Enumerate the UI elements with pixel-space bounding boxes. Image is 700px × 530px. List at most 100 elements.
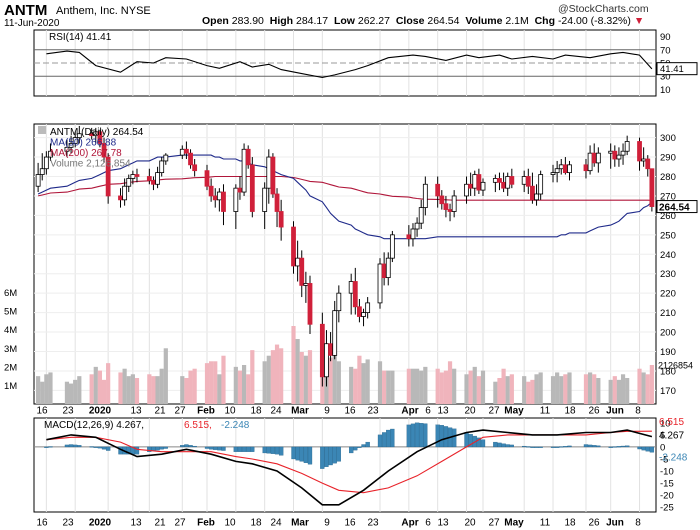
volume-bar [530,379,535,404]
volume-bar [307,350,313,404]
volume-bar [509,374,514,404]
x-tick-label: 10 [224,406,236,417]
volume-bar [526,381,531,404]
x-tick-label: 2020 [89,406,112,417]
volume-bar [303,355,308,404]
macd-tick-label: -10 [660,467,674,478]
macd-histogram-bar [246,446,251,452]
candle-body [204,170,210,187]
price-legend-item: Volume 2,126,854 [50,159,131,170]
candle-body [179,148,185,156]
macd-histogram-bar [295,446,300,461]
candle-body [492,178,498,183]
volume-bar [522,376,527,404]
macd-histogram-bar [381,432,387,448]
candle-body [377,263,383,304]
candle-body [414,222,420,230]
rsi-legend: RSI(14) 41.41 [49,32,112,43]
x-tick-label: 26 [588,518,600,529]
macd-histogram-bar [509,444,514,448]
volume-bar [213,361,218,404]
volume-bar [480,370,486,404]
open-label: Open [202,15,229,27]
macd-histogram-bar [365,441,370,448]
x-tick-label: 8 [635,518,641,529]
volume-bar [36,376,41,404]
volume-bar [270,350,276,404]
candle-body [352,281,358,308]
candle-body [476,174,482,191]
candle-body [620,150,626,156]
candle-body [530,185,535,201]
macd-signal-line [46,430,652,494]
x-tick-label: Feb [197,406,215,417]
macd-histogram-bar [188,445,193,448]
candle-body [558,164,564,170]
candle-body [389,234,395,259]
candle-body [155,172,160,185]
x-tick-label: 27 [488,406,500,417]
macd-histogram-bar [328,446,333,466]
volume-bar [447,361,453,404]
x-tick-label: 26 [588,406,600,417]
volume-tick-label: 1M [4,381,17,392]
volume-bar [645,374,650,404]
candle-body [319,323,325,378]
price-tick-label: 280 [660,172,676,183]
macd-histogram-bar [93,446,98,448]
volume-bar [637,368,642,404]
candle-body [336,292,342,312]
volume-label: Volume [465,15,503,27]
ma200-line [37,175,652,201]
volume-bar [472,366,477,404]
x-tick-label: 18 [564,406,576,417]
price-last-box [656,200,698,214]
macd-histogram-bar [159,446,164,450]
open-value: 283.90 [231,15,264,27]
macd-tick-label: 5 [660,430,665,441]
x-tick-label: 13 [437,518,449,529]
candle-body [35,174,41,187]
candle-body [68,143,74,148]
candle-body [299,257,305,286]
candle-body [521,176,527,185]
volume-bar [567,372,572,404]
macd-histogram-bar [620,445,626,448]
volume-bar [295,339,300,404]
volume-bar [555,372,560,404]
close-label: Close [395,15,425,27]
candle-body [39,168,45,175]
price-tick-label: 230 [660,269,676,280]
macd-histogram-bar [522,445,527,448]
volume-bar [493,381,498,404]
stockcharts-credit: @StockCharts.com [558,3,649,15]
candle-body [509,176,515,185]
candle-body [105,156,111,197]
macd-histogram-bar [386,429,391,448]
rsi-line [46,50,653,79]
candle-body [562,164,568,174]
candle-body [443,203,449,210]
chg-value: -24.00 (-8.32%) [557,15,631,27]
volume-bar [188,370,193,404]
macd-histogram-bar [250,446,255,452]
macd-histogram-bar [480,439,486,448]
volume-bar [44,374,49,404]
macd-histogram-bar [612,446,617,448]
volume-bar [204,363,210,404]
x-tick-label: 24 [270,518,282,529]
candle-body [612,150,618,160]
macd-histogram-bar [332,446,337,464]
candle-body [332,310,338,356]
price-tick-label: 270 [660,191,676,202]
high-value: 284.17 [295,15,329,27]
volume-bar [233,366,238,404]
x-tick-label: 20 [464,406,476,417]
macd-histogram-bar [208,446,214,450]
volume-bar [592,374,597,404]
candle-body [591,152,597,164]
volume-bar [118,372,123,404]
low-label: Low [333,15,355,27]
candle-body [608,150,614,154]
volume-bar [435,368,440,404]
